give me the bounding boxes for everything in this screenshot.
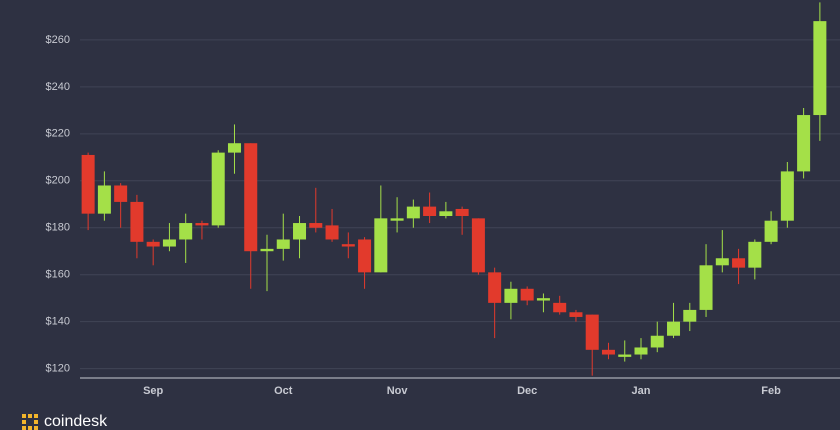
candle-body (390, 218, 404, 221)
candle-body (520, 288, 534, 301)
candle-body (683, 309, 697, 322)
candle-body (488, 272, 502, 303)
x-tick-label: Oct (274, 385, 293, 397)
y-tick-label: $160 (46, 269, 70, 281)
x-tick-label: Jan (632, 385, 651, 397)
y-tick-label: $220 (46, 128, 70, 140)
candle-body (585, 314, 599, 350)
candle-body (325, 225, 339, 240)
y-tick-label: $120 (46, 363, 70, 375)
candle-body (309, 223, 323, 228)
candle-body (797, 115, 811, 172)
candle-body (764, 220, 778, 242)
candle-body (97, 185, 111, 214)
candle-body (114, 185, 128, 202)
candle-body (813, 21, 827, 116)
y-tick-label: $200 (46, 175, 70, 187)
candle-body (227, 143, 241, 153)
candle-body (146, 241, 160, 247)
candle-body (374, 218, 388, 273)
candle-body (504, 288, 518, 303)
x-tick-label: Feb (761, 385, 781, 397)
candle-body (650, 335, 664, 348)
candle-body (162, 239, 176, 247)
x-tick-label: Sep (143, 385, 163, 397)
candle-body (748, 241, 762, 268)
candle-body (699, 265, 713, 310)
y-tick-label: $180 (46, 222, 70, 234)
candle-body (439, 211, 453, 216)
candle-body (634, 347, 648, 355)
candle-body (423, 206, 437, 216)
candle-body (455, 208, 469, 216)
y-tick-label: $260 (46, 34, 70, 46)
candle-body (130, 201, 144, 242)
candle-body (553, 302, 567, 313)
candle-body (667, 321, 681, 336)
y-tick-label: $240 (46, 81, 70, 93)
candle-body (471, 218, 485, 273)
candle-body (732, 258, 746, 268)
y-tick-label: $140 (46, 316, 70, 328)
candle-body (569, 312, 583, 317)
candle-body (780, 171, 794, 221)
candle-body (601, 349, 615, 355)
candle-body (276, 239, 290, 249)
candle-body (536, 298, 550, 301)
candle-body (341, 244, 355, 247)
candle-body (211, 152, 225, 226)
candle-body (81, 154, 95, 214)
candle-body (260, 248, 274, 252)
logo-text: coindesk (44, 413, 108, 430)
candle-body (406, 206, 420, 219)
candle-body (293, 223, 307, 240)
logo-icon (22, 414, 38, 430)
candle-body (195, 223, 209, 226)
x-tick-label: Nov (387, 385, 409, 397)
candle-body (618, 354, 632, 357)
candle-body (358, 239, 372, 273)
candle-body (244, 143, 258, 252)
candle-body (715, 258, 729, 266)
x-tick-label: Dec (517, 385, 537, 397)
candle-body (179, 223, 193, 240)
